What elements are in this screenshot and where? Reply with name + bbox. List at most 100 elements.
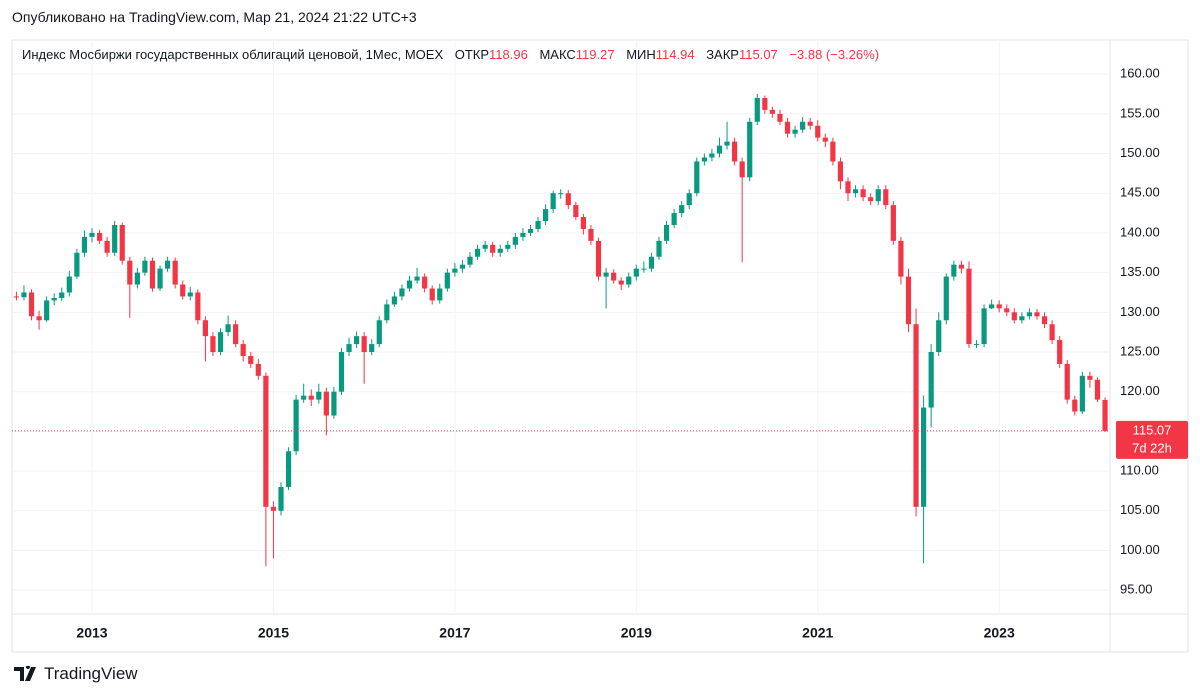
candle-body: [316, 391, 322, 400]
candle-body: [13, 296, 19, 298]
low-label: МИН: [626, 47, 656, 62]
candle-body: [1064, 363, 1070, 400]
low-value: 114.94: [655, 47, 695, 62]
candle-body: [724, 141, 730, 146]
candle-body: [656, 240, 662, 257]
candle-body: [437, 288, 443, 301]
x-tick-label: 2017: [439, 625, 470, 641]
candle-body: [1094, 379, 1101, 400]
y-tick-label: 95.00: [1120, 582, 1153, 597]
change-value: −3.88 (−3.26%): [789, 47, 880, 62]
candle-body: [905, 276, 912, 325]
candle-body: [51, 298, 57, 301]
candle-body: [240, 344, 246, 356]
candle-body: [951, 264, 957, 277]
candle-body: [452, 268, 458, 273]
candle-body: [104, 240, 110, 253]
candle-body: [898, 240, 904, 277]
candle-body: [686, 193, 692, 206]
candle-body: [966, 268, 972, 345]
candle-body: [747, 121, 753, 178]
countdown-label: 7d 22h: [1132, 440, 1172, 455]
candle-body: [119, 224, 125, 261]
candle-body: [573, 205, 579, 218]
candle-body: [142, 260, 148, 273]
candle-body: [112, 224, 118, 253]
candle-body: [210, 336, 216, 353]
candle-body: [157, 268, 163, 289]
candle-body: [777, 113, 783, 122]
candle-body: [1019, 316, 1025, 321]
y-tick-label: 140.00: [1120, 224, 1160, 239]
candle-body: [943, 276, 949, 321]
candle-body: [618, 280, 624, 285]
candle-body: [81, 236, 88, 253]
candle-body: [1072, 399, 1078, 412]
candle-body: [936, 320, 942, 353]
candle-body: [732, 141, 738, 162]
candle-body: [611, 272, 617, 281]
candle-body: [278, 486, 284, 511]
published-note: Опубликовано на TradingView.com, Мар 21,…: [12, 9, 417, 25]
candle-body: [754, 97, 760, 122]
candle-body: [361, 336, 367, 353]
candle-body: [595, 240, 602, 277]
candle-body: [369, 344, 375, 353]
candle-body: [285, 451, 292, 487]
candle-body: [535, 221, 541, 229]
candle-body: [74, 252, 80, 277]
candle-body: [195, 292, 201, 321]
candle-body: [633, 268, 639, 277]
candle-body: [497, 248, 503, 253]
y-tick-label: 135.00: [1120, 264, 1160, 279]
candle-body: [429, 288, 435, 301]
candle-body: [165, 260, 171, 269]
candle-body: [694, 161, 700, 194]
candle-body: [739, 161, 745, 178]
candle-body: [270, 506, 277, 511]
open-label: ОТКР: [454, 47, 490, 62]
candle-body: [89, 232, 95, 237]
candle-body: [558, 193, 564, 195]
legend-header: Индекс Мосбиржи государственных облигаци…: [22, 47, 879, 62]
x-tick-label: 2013: [76, 625, 107, 641]
candle-body: [527, 228, 534, 233]
candle-body: [1057, 340, 1063, 364]
candle-body: [459, 264, 466, 269]
candle-body: [180, 284, 186, 297]
candle-body: [701, 157, 707, 162]
x-tick-label: 2021: [802, 625, 833, 641]
candle-body: [1041, 316, 1048, 325]
candle-body: [890, 205, 896, 241]
candle-body: [981, 308, 987, 345]
candle-body: [28, 292, 35, 317]
candle-body: [482, 244, 488, 249]
candle-body: [852, 189, 859, 194]
candle-body: [331, 391, 337, 416]
candle-body: [301, 395, 307, 400]
candle-body: [928, 352, 934, 408]
candle-body: [648, 256, 655, 269]
candle-body: [875, 189, 881, 202]
candle-body: [202, 320, 208, 337]
candle-body: [921, 407, 927, 507]
candle-body: [663, 224, 670, 241]
candle-body: [543, 209, 549, 222]
x-tick-label: 2023: [984, 625, 1015, 641]
candle-body: [354, 336, 360, 345]
candle-body: [66, 276, 72, 293]
candle-body: [641, 268, 647, 270]
candle-body: [21, 292, 27, 298]
brand: TradingView: [14, 664, 138, 684]
candle-body: [308, 395, 314, 400]
candle-body: [217, 332, 224, 353]
candle-body: [233, 324, 239, 345]
candle-body: [800, 121, 806, 130]
brand-logo: [14, 666, 36, 681]
candle-body: [248, 355, 254, 364]
candle-body: [338, 352, 345, 392]
y-tick-label: 120.00: [1120, 383, 1160, 398]
candle-body: [323, 391, 329, 416]
